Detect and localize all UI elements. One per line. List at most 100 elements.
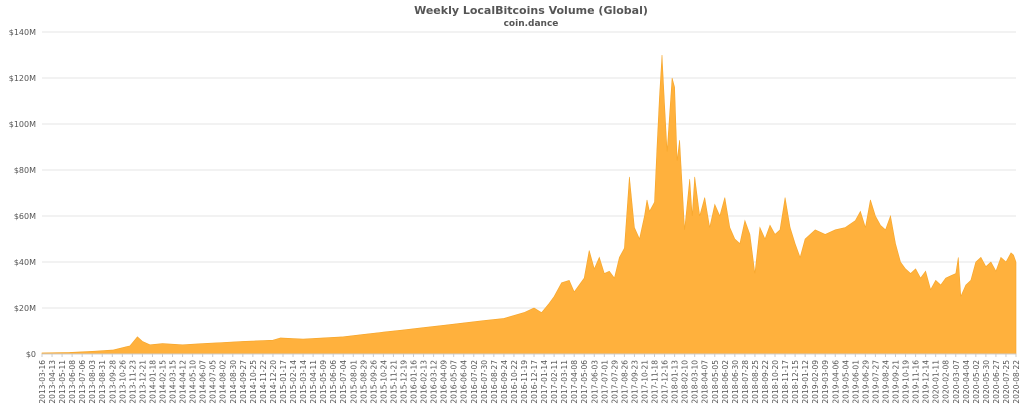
x-tick-label: 2016-02-13	[420, 360, 429, 404]
x-tick-label: 2015-09-26	[369, 360, 378, 404]
x-tick-label: 2016-05-07	[450, 360, 459, 404]
x-tick-label: 2015-08-29	[359, 360, 368, 404]
x-tick-label: 2019-08-24	[881, 360, 890, 404]
x-tick-label: 2017-05-06	[580, 360, 589, 404]
x-tick-label: 2013-06-08	[68, 360, 77, 404]
x-tick-label: 2015-08-01	[349, 360, 358, 404]
x-tick-label: 2020-05-30	[982, 360, 991, 404]
x-tick-label: 2015-11-21	[389, 360, 398, 404]
x-tick-label: 2016-01-16	[410, 360, 419, 404]
x-tick-label: 2016-07-30	[480, 360, 489, 404]
x-tick-label: 2018-11-17	[781, 360, 790, 404]
x-axis: 2013-03-16 2013-04-13 2013-05-11 2013-06-08…	[38, 354, 1021, 404]
x-tick-label: 2018-07-28	[741, 360, 750, 404]
x-tick-label: 2019-07-27	[871, 360, 880, 404]
x-tick-label: 2016-12-17	[530, 360, 539, 404]
x-tick-label: 2016-06-04	[460, 360, 469, 404]
x-tick-label: 2016-09-24	[500, 360, 509, 404]
x-tick-label: 2019-04-06	[831, 360, 840, 404]
x-tick-label: 2016-07-02	[470, 360, 479, 404]
x-tick-label: 2017-12-16	[661, 360, 670, 404]
x-tick-label: 2013-03-16	[38, 360, 47, 404]
x-tick-label: 2016-11-19	[520, 360, 529, 404]
x-tick-label: 2019-01-12	[801, 360, 810, 404]
x-tick-label: 2013-08-31	[98, 360, 107, 404]
x-tick-label: 2018-10-20	[771, 360, 780, 404]
y-tick-label: $120M	[9, 74, 36, 83]
x-tick-label: 2013-07-06	[78, 360, 87, 404]
x-tick-label: 2013-10-26	[118, 360, 127, 404]
x-tick-label: 2014-11-22	[259, 360, 268, 404]
x-tick-label: 2015-04-11	[309, 360, 318, 404]
x-tick-label: 2020-04-04	[962, 360, 971, 404]
x-tick-label: 2020-02-08	[942, 360, 951, 404]
x-tick-label: 2018-06-30	[731, 360, 740, 404]
x-tick-label: 2019-06-01	[851, 360, 860, 404]
x-tick-label: 2020-03-07	[952, 360, 961, 404]
x-tick-label: 2017-04-08	[570, 360, 579, 404]
x-tick-label: 2014-07-05	[209, 360, 218, 404]
x-tick-label: 2018-08-25	[751, 360, 760, 404]
x-tick-label: 2018-02-10	[681, 360, 690, 404]
x-tick-label: 2016-03-12	[430, 360, 439, 404]
x-tick-label: 2019-12-14	[922, 360, 931, 404]
x-tick-label: 2018-09-22	[761, 360, 770, 404]
x-tick-label: 2020-05-02	[972, 360, 981, 404]
x-tick-label: 2020-08-22	[1012, 360, 1021, 404]
gridlines	[42, 31, 1016, 309]
y-tick-label: $40M	[14, 258, 36, 267]
x-tick-label: 2013-08-03	[88, 360, 97, 404]
volume-area-series	[41, 54, 1017, 355]
x-tick-label: 2018-04-07	[701, 360, 710, 404]
x-tick-label: 2020-07-25	[1002, 360, 1011, 404]
y-tick-label: $140M	[9, 28, 36, 37]
x-tick-label: 2015-10-24	[379, 360, 388, 404]
x-tick-label: 2018-03-10	[691, 360, 700, 404]
chart-title: Weekly LocalBitcoins Volume (Global)	[414, 4, 648, 17]
x-tick-label: 2014-08-02	[219, 360, 228, 404]
x-tick-label: 2015-03-14	[299, 360, 308, 404]
x-tick-label: 2019-10-19	[902, 360, 911, 404]
x-tick-label: 2015-06-06	[329, 360, 338, 404]
plot-area	[41, 54, 1017, 355]
x-tick-label: 2019-09-21	[892, 360, 901, 404]
x-tick-label: 2014-04-12	[179, 360, 188, 404]
x-tick-label: 2013-05-11	[58, 360, 67, 404]
x-tick-label: 2014-05-10	[189, 360, 198, 404]
x-tick-label: 2017-02-11	[550, 360, 559, 404]
x-tick-label: 2017-07-29	[610, 360, 619, 404]
chart-subtitle: coin.dance	[504, 19, 559, 29]
y-axis: $0 $20M $40M $60M $80M $100M $120M $140M	[9, 28, 1016, 359]
x-tick-label: 2020-01-11	[932, 360, 941, 404]
y-tick-label: $0	[26, 350, 36, 359]
x-tick-label: 2013-04-13	[48, 360, 57, 404]
x-tick-label: 2019-05-04	[841, 360, 850, 404]
x-tick-label: 2014-03-15	[169, 360, 178, 404]
y-tick-label: $60M	[14, 212, 36, 221]
x-tick-label: 2019-02-09	[811, 360, 820, 404]
x-tick-label: 2015-12-19	[399, 360, 408, 404]
x-tick-label: 2019-11-16	[912, 360, 921, 404]
x-tick-label: 2016-08-27	[490, 360, 499, 404]
x-tick-label: 2019-06-29	[861, 360, 870, 404]
x-tick-label: 2017-07-01	[600, 360, 609, 404]
x-tick-label: 2017-03-11	[560, 360, 569, 404]
x-tick-label: 2013-09-28	[108, 360, 117, 404]
x-tick-label: 2017-06-03	[590, 360, 599, 404]
x-tick-label: 2017-11-18	[651, 360, 660, 404]
x-tick-label: 2017-08-26	[620, 360, 629, 404]
x-tick-label: 2014-06-07	[199, 360, 208, 404]
x-tick-label: 2019-03-09	[821, 360, 830, 404]
y-tick-label: $80M	[14, 166, 36, 175]
x-tick-label: 2016-04-09	[440, 360, 449, 404]
x-tick-label: 2017-09-23	[630, 360, 639, 404]
x-tick-label: 2017-10-21	[640, 360, 649, 404]
x-tick-label: 2014-01-18	[148, 360, 157, 404]
x-tick-label: 2018-05-05	[711, 360, 720, 404]
x-tick-label: 2015-02-14	[289, 360, 298, 404]
x-tick-label: 2013-11-23	[128, 360, 137, 404]
x-tick-label: 2018-01-13	[671, 360, 680, 404]
y-tick-label: $100M	[9, 120, 36, 129]
